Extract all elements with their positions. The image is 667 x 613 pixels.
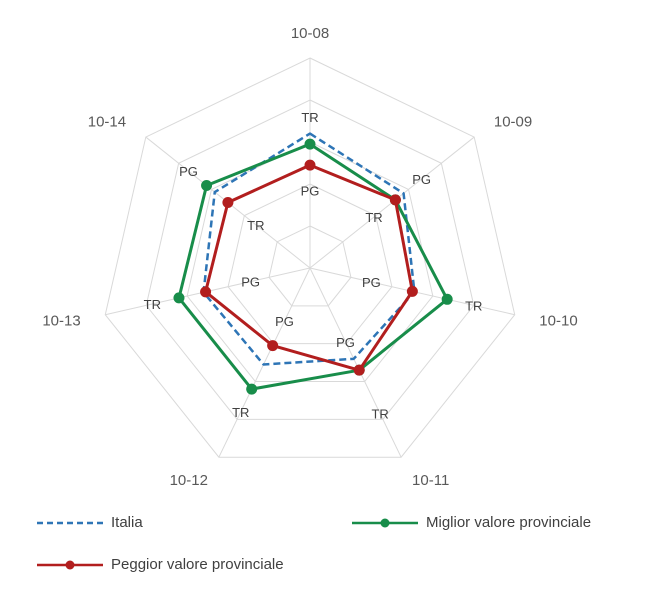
annotation-label: TR (144, 297, 161, 312)
annotation-label: TR (371, 407, 388, 422)
legend-miglior-swatch (352, 518, 418, 527)
annotation-label: PG (412, 172, 431, 187)
axis-label: 10-10 (539, 312, 577, 329)
legend-peggior-label: Peggior valore provinciale (111, 556, 284, 573)
annotation-label: PG (275, 314, 294, 329)
grid-ring (145, 99, 475, 420)
grid-ring (104, 57, 516, 458)
legend-italia: Italia (35, 514, 143, 531)
annotation-label: TR (247, 218, 264, 233)
series-point (267, 340, 279, 352)
annotation-label: PG (179, 164, 198, 179)
annotation-label: PG (241, 275, 260, 290)
annotation-label: PG (362, 275, 381, 290)
axis-label: 10-09 (494, 113, 532, 130)
grid-spoke (218, 267, 311, 458)
series (202, 132, 416, 366)
series-line (204, 163, 414, 372)
legend-italia-label: Italia (111, 514, 143, 531)
series-point (200, 286, 212, 298)
series-line (177, 142, 449, 391)
series-point (406, 285, 418, 297)
series-point (201, 180, 213, 192)
grid-ring (227, 183, 393, 345)
annotation-label: TR (232, 405, 249, 420)
series-point (222, 197, 234, 209)
series-point (389, 194, 401, 206)
axis-label: 10-14 (88, 113, 126, 130)
annotation-label: TR (465, 298, 482, 313)
series-point (173, 292, 185, 304)
axis-label: 10-12 (170, 472, 208, 489)
series-point (304, 159, 316, 171)
series-point (246, 383, 258, 395)
annotations: TR PG PG TR TR PG TR PG TR PG TR PG PG TR (144, 110, 483, 422)
annotation-label: TR (301, 110, 318, 125)
legend-peggior-swatch (37, 560, 103, 569)
data-series (173, 132, 453, 395)
grid-ring (268, 225, 352, 307)
series-point (304, 138, 316, 150)
legend-italia-swatch (37, 521, 103, 524)
axis-label: 10-11 (412, 472, 449, 489)
annotation-label: PG (336, 335, 355, 350)
grid-spoke (309, 267, 402, 458)
series-point (441, 293, 453, 305)
series-point (353, 364, 365, 376)
annotation-label: PG (301, 183, 320, 198)
series (200, 159, 418, 376)
grid-ring (186, 141, 434, 383)
legend-miglior: Miglior valore provinciale (350, 514, 591, 531)
axis-label: 10-13 (42, 312, 80, 329)
axis-label: 10-08 (291, 25, 329, 42)
series-line (202, 132, 416, 366)
annotation-label: TR (365, 210, 382, 225)
axis-labels: 10-08 10-09 10-10 10-11 10-12 10-13 10-14 (42, 25, 577, 489)
legend-miglior-label: Miglior valore provinciale (426, 514, 592, 531)
legend-peggior: Peggior valore provinciale (35, 556, 284, 573)
